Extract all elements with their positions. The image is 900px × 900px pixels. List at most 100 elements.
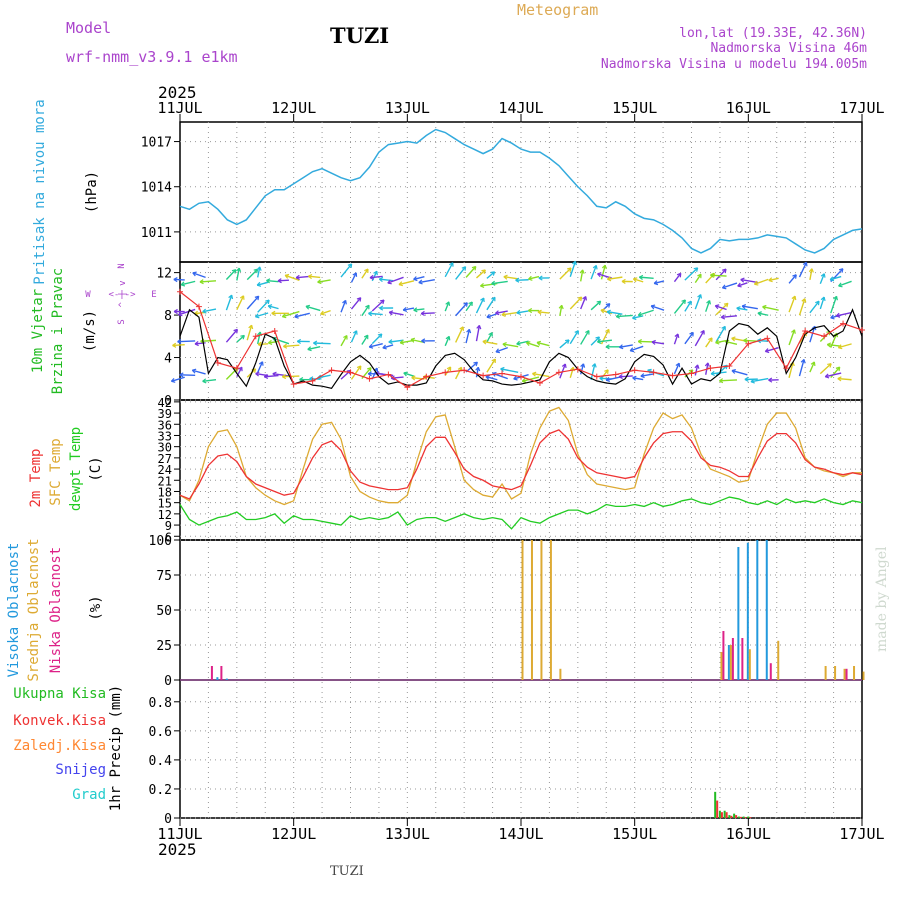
wind-arrow-head xyxy=(792,274,797,279)
wind-arrow xyxy=(255,312,269,318)
wind-arrow-head xyxy=(449,262,454,267)
wind-arrow-head xyxy=(615,313,621,319)
wind-arrow-head xyxy=(239,295,245,300)
dewpt-label: dewpt Temp xyxy=(68,427,84,511)
wind-arrow-head xyxy=(536,340,542,346)
wind-arrow xyxy=(236,295,245,311)
lonlat-text: lon,lat (19.33E, 42.36N) xyxy=(679,26,867,41)
wind-arrow xyxy=(465,361,478,373)
y-tick-label: 15 xyxy=(158,497,172,511)
wind-arrow-head xyxy=(173,277,178,283)
wind-arrow xyxy=(475,367,479,378)
gust-marker xyxy=(631,367,638,374)
wind-arrow-head xyxy=(605,303,611,308)
wind-arrow-head xyxy=(675,362,681,368)
wind-arrow xyxy=(350,365,362,380)
wind-arrow-head xyxy=(740,277,745,283)
wind-arrow-head xyxy=(566,267,572,273)
wind-arrow xyxy=(192,369,206,375)
cloud-bars xyxy=(180,540,865,681)
y-tick-label: 0 xyxy=(164,674,172,689)
wind-arrow-head xyxy=(538,275,543,281)
wind-arrow-head xyxy=(597,338,602,345)
wind-arrow xyxy=(482,340,498,345)
wind-arrow-head xyxy=(255,371,260,377)
wind-arrow xyxy=(282,310,300,318)
gust-marker xyxy=(840,320,847,327)
wind-arrow-head xyxy=(838,268,844,273)
mid-cloud-bar xyxy=(559,668,562,680)
wind-arrow xyxy=(340,263,353,278)
wind-arrow xyxy=(597,339,613,343)
total-precip-bar xyxy=(747,816,750,818)
wind-arrow xyxy=(491,280,508,285)
wind-arrow xyxy=(421,312,435,315)
day-label-bottom: 11JUL xyxy=(157,825,202,843)
precip-ticks: 0 0.2 0.4 0.6 0.8 xyxy=(149,696,862,827)
y-tick-label: 36 xyxy=(158,418,172,432)
wind-arrow xyxy=(465,301,473,312)
cloud-panel: Visoka Oblacnost Srednja Oblacnost Niska… xyxy=(6,534,865,689)
wind-arrow-head xyxy=(503,274,508,280)
gust-marker xyxy=(650,369,657,376)
model-name: wrf-nmm_v3.9.1 e1km xyxy=(66,48,238,66)
wind-arrow xyxy=(788,329,796,346)
wind-arrow-head xyxy=(606,276,612,282)
wind-arrow-head xyxy=(714,304,720,310)
wind-arrow-head xyxy=(191,368,197,374)
wind-arrow-head xyxy=(829,276,835,282)
wind-arrows xyxy=(170,260,852,384)
wind-arrow-head xyxy=(835,312,841,318)
wind-arrow-head xyxy=(537,309,542,315)
wind-arrow xyxy=(798,262,808,278)
wind-arrow xyxy=(715,268,727,281)
mid-cloud-bar xyxy=(521,540,524,680)
gust-marker xyxy=(821,333,828,340)
wind-arrow-head xyxy=(736,306,741,312)
wind-arrow xyxy=(403,372,415,377)
wind-arrow xyxy=(350,297,362,310)
wind-arrow xyxy=(192,272,206,279)
y-tick-label: 100 xyxy=(149,534,172,549)
day-labels-bottom: 11JUL 12JUL 13JUL 14JUL 15JUL 16JUL 17JUL xyxy=(157,825,884,843)
wind-arrow xyxy=(350,330,358,343)
wind-arrow-head xyxy=(387,279,392,285)
wind-arrow xyxy=(579,363,585,375)
wind-arrow xyxy=(653,280,665,285)
wind-arrow-head xyxy=(697,273,702,279)
y-tick-label: 8 xyxy=(164,309,172,324)
wind-arrow xyxy=(616,314,633,318)
pressure-line xyxy=(179,128,863,254)
wind-arrow-head xyxy=(637,338,642,345)
wind-arrow xyxy=(320,309,331,315)
wind-arrow xyxy=(257,361,264,373)
wind-arrow xyxy=(340,300,347,313)
wind-arrow xyxy=(590,363,596,380)
wind-arrow xyxy=(350,272,357,283)
panel-frames xyxy=(179,121,863,819)
model-label: Model xyxy=(66,19,111,37)
wind-arrow-head xyxy=(271,310,276,316)
wind-arrow xyxy=(444,366,452,376)
wind-arrow xyxy=(455,326,464,343)
wind-arrow xyxy=(750,377,769,383)
wind-arrow-head xyxy=(199,279,204,285)
wind-arrow-head xyxy=(378,276,384,283)
wind-arrow-head xyxy=(704,362,710,367)
wind-arrow xyxy=(382,344,394,349)
wind-arrow-head xyxy=(495,348,501,354)
wind-arrow-head xyxy=(388,339,393,345)
wind-arrow xyxy=(313,342,331,345)
wind-arrow-head xyxy=(513,375,518,381)
wind-arrow xyxy=(705,337,713,348)
wind-arrow xyxy=(403,307,415,311)
wind-arrow xyxy=(837,377,852,381)
wind-arrow-head xyxy=(461,266,467,271)
wind-arrow xyxy=(559,339,570,349)
wind-arrow xyxy=(710,274,727,277)
temp-frame xyxy=(179,399,863,541)
wind-arrow-head xyxy=(601,264,607,270)
temperature-panel: 2m Temp SFC Temp dewpt Temp (C) 69121518… xyxy=(28,396,863,544)
wind-arrow-head xyxy=(605,328,610,334)
wind-arrow-head xyxy=(399,339,405,345)
